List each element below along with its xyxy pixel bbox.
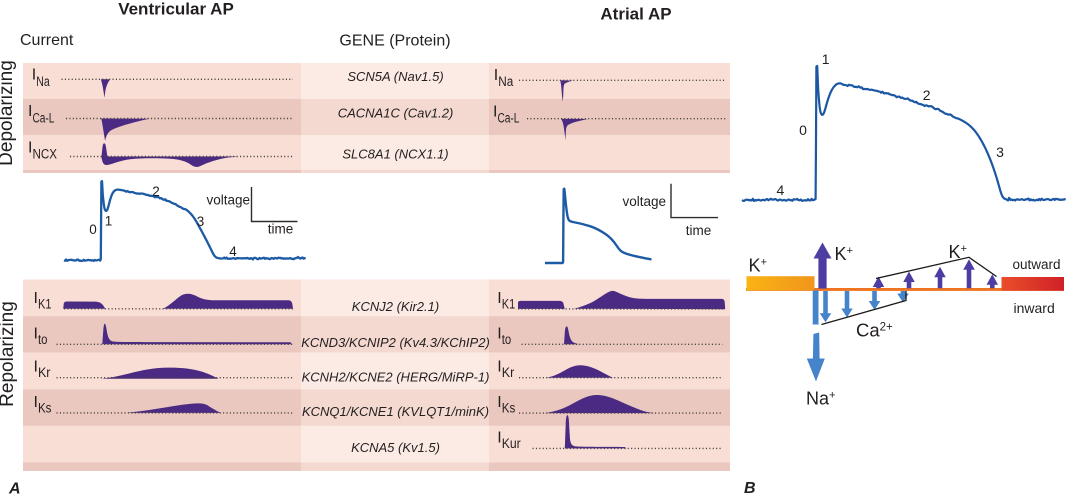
svg-text:1: 1 (105, 214, 113, 229)
svg-text:1: 1 (822, 51, 830, 67)
svg-text:0: 0 (89, 222, 97, 237)
svg-text:voltage: voltage (206, 193, 250, 208)
svg-text:Current: Current (20, 32, 74, 49)
svg-text:voltage: voltage (622, 194, 666, 209)
svg-text:KCNH2/KCNE2 (HERG/MiRP-1): KCNH2/KCNE2 (HERG/MiRP-1) (302, 370, 490, 385)
svg-text:time: time (268, 222, 294, 237)
svg-text:2: 2 (923, 87, 931, 103)
svg-text:inward: inward (1014, 300, 1055, 316)
svg-text:B: B (744, 480, 756, 497)
svg-text:0: 0 (799, 122, 807, 138)
svg-text:3: 3 (996, 144, 1004, 160)
svg-text:CACNA1C (Cav1.2): CACNA1C (Cav1.2) (338, 106, 454, 121)
svg-text:outward: outward (1013, 257, 1061, 272)
svg-text:Depolarizing: Depolarizing (0, 60, 17, 166)
svg-text:2: 2 (152, 184, 160, 199)
svg-text:3: 3 (197, 214, 205, 229)
svg-text:Repolarizing: Repolarizing (0, 301, 18, 407)
svg-text:A: A (8, 481, 21, 497)
svg-text:GENE (Protein): GENE (Protein) (339, 33, 450, 50)
svg-text:KCNJ2 (Kir2.1): KCNJ2 (Kir2.1) (352, 299, 439, 314)
svg-text:KCNQ1/KCNE1 (KVLQT1/minK): KCNQ1/KCNE1 (KVLQT1/minK) (302, 404, 489, 419)
svg-text:KCND3/KCNIP2 (Kv4.3/KChIP2): KCND3/KCNIP2 (Kv4.3/KChIP2) (301, 335, 490, 350)
svg-text:Atrial AP: Atrial AP (600, 5, 671, 24)
svg-text:Ca2+: Ca2+ (856, 320, 893, 341)
svg-text:Ventricular AP: Ventricular AP (118, 0, 234, 19)
svg-text:K+: K+ (749, 256, 768, 276)
svg-text:KCNA5 (Kv1.5): KCNA5 (Kv1.5) (351, 440, 440, 455)
svg-text:4: 4 (229, 244, 237, 259)
svg-text:K+: K+ (835, 244, 854, 264)
svg-text:Na+: Na+ (806, 389, 836, 409)
svg-text:SCN5A (Nav1.5): SCN5A (Nav1.5) (347, 69, 443, 84)
svg-text:SLC8A1 (NCX1.1): SLC8A1 (NCX1.1) (342, 146, 448, 161)
svg-text:4: 4 (777, 182, 785, 198)
svg-text:time: time (686, 223, 712, 238)
